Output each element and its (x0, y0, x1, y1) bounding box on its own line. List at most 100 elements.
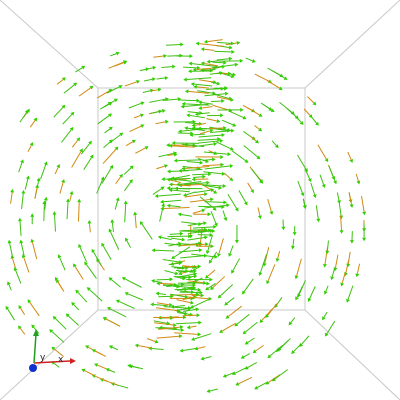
arrow-shaft (164, 270, 176, 274)
vector-arrow (66, 198, 71, 220)
arrow-shaft (161, 236, 172, 241)
arrow-shaft (8, 284, 12, 291)
arrow-shaft (198, 112, 210, 115)
arrow-shaft (266, 80, 280, 89)
vector-arrow (307, 96, 317, 106)
vector-arrow (18, 305, 26, 316)
arrow-head (192, 285, 197, 290)
vector-arrow (251, 168, 263, 184)
arrow-head (210, 197, 214, 202)
vector-arrow (91, 349, 107, 357)
y-axis-head (33, 329, 39, 336)
vector-arrow (180, 242, 209, 247)
arrow-head (105, 368, 110, 372)
arrow-shaft (77, 202, 80, 222)
arrow-head (200, 293, 205, 298)
arrow-head (173, 152, 178, 157)
arrow-head (177, 241, 182, 246)
arrow-shaft (172, 183, 191, 187)
arrow-head (228, 252, 232, 257)
vector-arrow (265, 303, 278, 319)
arrow-head (161, 109, 166, 113)
arrow-head (182, 276, 187, 281)
arrow-head (76, 137, 81, 142)
vector-arrow (216, 96, 234, 102)
vector-arrow (304, 168, 312, 183)
vector-arrow (347, 151, 353, 163)
vector-arrow (152, 186, 165, 195)
arrow-shaft (213, 66, 223, 70)
arrow-shaft (183, 66, 197, 69)
vector-arrow (350, 231, 355, 244)
vector-arrow (151, 279, 163, 284)
arrow-shaft (110, 279, 121, 288)
arrow-shaft (225, 371, 236, 377)
arrow-shaft (56, 79, 64, 85)
vector-arrow (156, 302, 173, 307)
arrow-head (54, 276, 59, 281)
arrow-shaft (169, 233, 180, 235)
arrow-head (154, 193, 159, 198)
arrow-head (115, 197, 120, 202)
arrow-shaft (88, 223, 91, 233)
arrow-head (199, 160, 204, 165)
vector-arrow (167, 234, 192, 239)
arrow-head (208, 259, 213, 264)
arrow-shaft (180, 255, 204, 259)
vector-arrow (91, 248, 102, 266)
arrow-head (178, 129, 182, 134)
vector-arrow (148, 346, 164, 351)
arrow-shaft (104, 128, 111, 134)
arrow-head (229, 177, 234, 182)
vector-arrow (315, 205, 321, 223)
vector-arrow (18, 159, 24, 173)
arrow-shaft (231, 150, 246, 162)
arrow-shaft (149, 98, 166, 103)
arrow-head (171, 255, 176, 260)
arrow-head (204, 274, 209, 279)
arrow-head (201, 208, 206, 213)
arrow-shaft (199, 130, 211, 135)
arrow-head (222, 183, 227, 188)
arrow-head (157, 87, 162, 92)
arrow-head (195, 307, 200, 312)
arrow-shaft (334, 254, 339, 268)
arrow-head (7, 239, 12, 244)
vector-arrow (182, 313, 201, 318)
arrow-shaft (182, 347, 197, 352)
arrow-shaft (243, 353, 251, 358)
vector-arrow (186, 160, 204, 165)
arrow-head (163, 54, 168, 58)
vector-arrow (53, 104, 66, 118)
vector-arrow (153, 320, 171, 326)
vector-arrow (211, 81, 221, 86)
arrow-head (307, 178, 312, 183)
arrow-head (312, 101, 317, 106)
arrow-shaft (211, 81, 218, 84)
arrow-head (203, 253, 208, 258)
arrow-shaft (172, 145, 195, 148)
arrow-head (258, 127, 263, 132)
arrow-shaft (297, 154, 307, 170)
vector-arrow (73, 263, 84, 280)
arrow-shaft (85, 264, 97, 279)
arrow-head (193, 269, 197, 274)
vector-arrow (78, 243, 87, 263)
arrow-shaft (9, 243, 14, 258)
arrow-head (203, 192, 208, 197)
arrow-head (267, 354, 272, 359)
arrow-head (36, 177, 41, 182)
arrow-head (19, 239, 24, 244)
arrow-shaft (184, 193, 205, 198)
vector-arrow (103, 139, 113, 149)
vector-arrow (227, 193, 239, 212)
vector-arrow (262, 103, 273, 111)
arrow-shaft (319, 174, 325, 185)
arrow-head (178, 334, 183, 339)
arrow-shaft (216, 96, 231, 101)
vector-arrow (267, 198, 274, 215)
arrow-head (234, 239, 239, 244)
arrow-shaft (175, 269, 186, 272)
arrow-shaft (186, 296, 209, 300)
vector-arrow (180, 253, 208, 259)
